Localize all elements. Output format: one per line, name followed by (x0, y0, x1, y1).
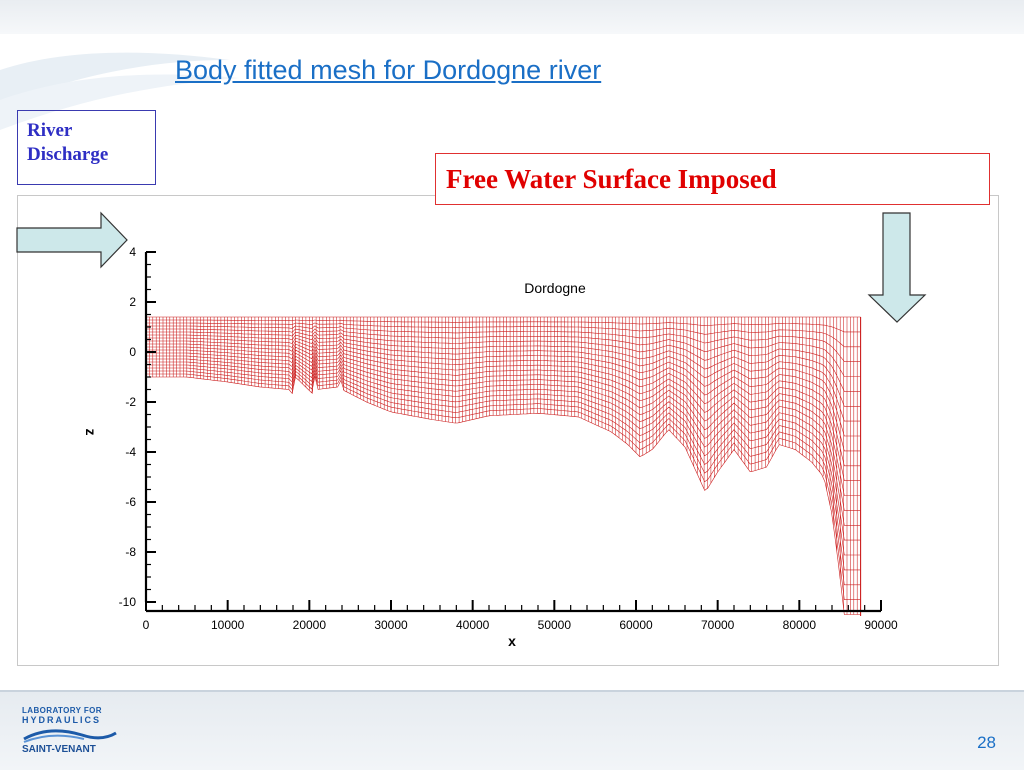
header-band (0, 0, 1024, 34)
logo-wave-icon (23, 729, 117, 743)
y-tick-label: -2 (125, 395, 136, 409)
x-tick-label: 40000 (456, 618, 490, 632)
x-tick-label: 30000 (374, 618, 408, 632)
river-discharge-line1: River (27, 120, 73, 141)
x-tick-label: 0 (143, 618, 150, 632)
x-tick-label: 70000 (701, 618, 735, 632)
x-tick-label: 90000 (864, 618, 898, 632)
y-axis-label: z (83, 429, 99, 436)
free-surface-label: Free Water Surface Imposed (435, 153, 990, 205)
slide-title: Body fitted mesh for Dordogne river (175, 55, 602, 85)
decorative-swoosh (0, 52, 240, 130)
axes-group: -10 -8 -6 -4 -2 0 2 4 0 10000 20000 30000 40000 50000… (119, 245, 898, 632)
inflow-arrow-icon (16, 211, 128, 269)
page-number: 28 (977, 733, 996, 752)
logo-text-line1: LABORATORY FOR (22, 706, 102, 715)
y-tick-label: -4 (125, 445, 136, 459)
mesh-group (145, 316, 862, 616)
y-tick-label: 4 (129, 245, 136, 259)
x-axis-label: x (508, 633, 516, 649)
outflow-arrow-icon (867, 212, 927, 323)
x-tick-label: 20000 (293, 618, 327, 632)
y-tick-label: -10 (119, 595, 137, 609)
logo-text-line2: HYDRAULICS (22, 715, 102, 725)
x-tick-label: 50000 (538, 618, 572, 632)
y-tick-label: -8 (125, 545, 136, 559)
y-tick-label: -6 (125, 495, 136, 509)
lab-logo: LABORATORY FOR HYDRAULICS SAINT-VENANT (22, 706, 132, 762)
logo-text-line3: SAINT-VENANT (22, 744, 96, 755)
river-discharge-label: River Discharge (17, 110, 156, 185)
footer-band (0, 690, 1024, 770)
x-tick-label: 60000 (619, 618, 653, 632)
y-tick-label: 2 (129, 295, 136, 309)
chart-title: Dordogne (524, 280, 586, 296)
river-discharge-line2: Discharge (27, 144, 109, 165)
x-tick-label: 80000 (783, 618, 817, 632)
y-tick-label: 0 (129, 345, 136, 359)
x-tick-label: 10000 (211, 618, 245, 632)
